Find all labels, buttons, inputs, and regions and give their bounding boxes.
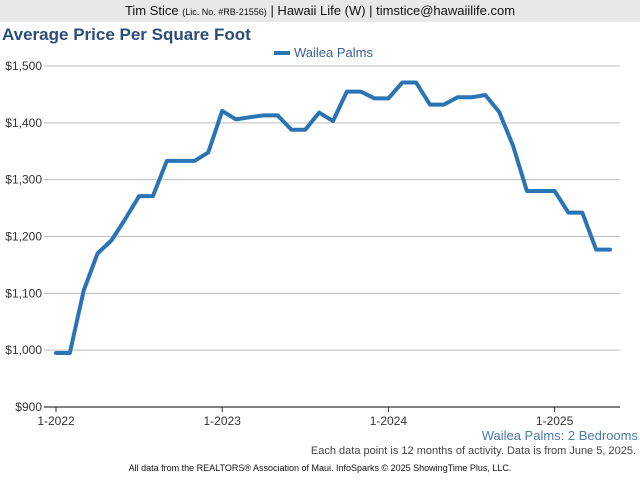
y-tick-label: $900	[15, 400, 42, 414]
data-point	[526, 190, 528, 192]
data-point	[180, 160, 182, 162]
data-point	[207, 151, 209, 153]
x-tick-label: 1-2022	[37, 414, 75, 428]
data-point	[221, 110, 223, 112]
data-point	[540, 190, 542, 192]
data-point	[194, 160, 195, 162]
legend-swatch	[274, 50, 290, 55]
data-point	[567, 212, 569, 214]
data-point	[387, 97, 389, 99]
data-point	[554, 190, 556, 192]
x-tick-label: 1-2023	[204, 414, 242, 428]
y-tick-label: $1,400	[5, 116, 42, 130]
y-tick-label: $1,100	[5, 286, 42, 300]
data-point	[55, 352, 57, 354]
data-point	[249, 116, 251, 118]
data-point	[595, 249, 597, 251]
data-point	[83, 289, 85, 291]
data-point	[457, 96, 459, 98]
data-point	[360, 91, 362, 93]
y-tick-label: $1,300	[5, 173, 42, 187]
data-point	[110, 239, 112, 241]
agent-header-bar: Tim Stice (Lic. No. #RB-21556) | Hawaii …	[0, 0, 640, 22]
chart-subtitle: Wailea Palms: 2 Bedrooms	[481, 428, 638, 443]
data-point	[318, 112, 320, 114]
x-tick-label: 1-2024	[370, 414, 408, 428]
data-point	[235, 118, 237, 120]
legend-label: Wailea Palms	[294, 45, 373, 60]
line-chart: $900 $1,000 $1,100 $1,200 $1,300 $1,400 $1,500…	[5, 59, 620, 428]
activity-note: Each data point is 12 months of activity…	[310, 445, 636, 457]
data-point	[484, 94, 486, 96]
data-point	[498, 111, 500, 113]
data-point	[166, 160, 168, 162]
data-point	[581, 212, 583, 214]
data-point	[512, 145, 514, 147]
data-point	[443, 104, 445, 106]
license-number: (Lic. No. #RB-21556)	[182, 7, 267, 17]
data-point	[277, 114, 279, 116]
y-tick-label: $1,500	[5, 59, 42, 73]
data-source-footer: All data from the REALTORS® Association …	[128, 463, 512, 473]
y-tick-label: $1,200	[5, 230, 42, 244]
data-point	[69, 352, 71, 354]
data-point	[290, 129, 292, 131]
data-point	[346, 91, 348, 93]
data-point	[152, 195, 154, 197]
data-point	[332, 120, 334, 122]
data-point	[429, 104, 431, 106]
data-point	[124, 218, 126, 220]
data-point	[609, 249, 611, 251]
data-point	[138, 195, 140, 197]
data-point	[415, 81, 417, 83]
agent-contact: | Hawaii Life (W) | timstice@hawaiilife.…	[270, 3, 516, 18]
data-point	[401, 81, 403, 83]
x-tick-label: 1-2025	[536, 414, 574, 428]
chart-title: Average Price Per Square Foot	[2, 25, 251, 44]
data-point	[304, 129, 306, 131]
agent-name: Tim Stice	[124, 3, 179, 18]
y-tick-label: $1,000	[5, 343, 42, 357]
chart-legend[interactable]: Wailea Palms	[274, 45, 373, 60]
data-point	[263, 114, 265, 116]
data-point	[471, 96, 472, 98]
data-point	[97, 253, 99, 255]
data-point	[374, 97, 376, 99]
